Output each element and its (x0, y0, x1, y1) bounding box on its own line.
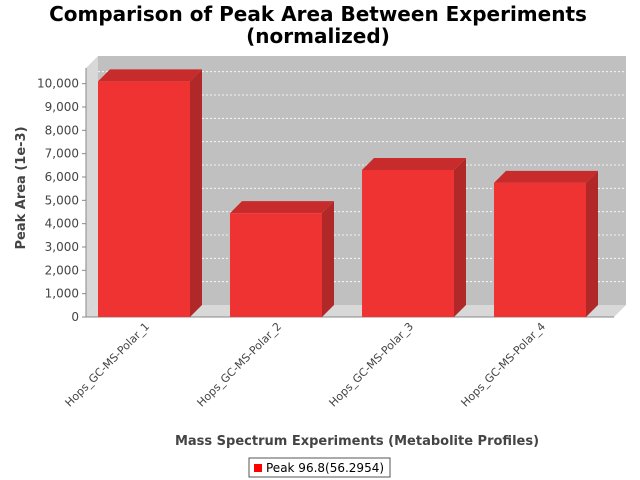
y-tick-label: 0 (71, 310, 79, 324)
y-axis-ticks: 0 1,000 2,000 3,000 4,000 5,000 6,000 7,000 8,00… (37, 77, 86, 324)
x-axis-tick-labels: Hops_GC-MS-Polar_1 Hops_GC-MS-Polar_2 Hops… (63, 320, 549, 410)
bar-side (454, 158, 466, 317)
y-tick-label: 6,000 (45, 170, 79, 184)
bar-top (230, 201, 334, 214)
bar-side (190, 69, 202, 317)
bar (98, 81, 190, 317)
y-axis-label: Peak Area (1e-3) (14, 126, 29, 249)
y-tick-label: 1,000 (45, 287, 79, 301)
bars (98, 69, 598, 317)
bar-side (322, 201, 334, 317)
bar (230, 213, 322, 317)
bar (494, 182, 586, 317)
bar (362, 170, 454, 317)
x-tick-label: Hops_GC-MS-Polar_2 (195, 320, 285, 410)
y-tick-label: 10,000 (37, 77, 79, 91)
plot-floor (86, 305, 626, 317)
bar-top (494, 170, 598, 183)
x-axis-label: Mass Spectrum Experiments (Metabolite Pr… (175, 434, 539, 449)
legend: Peak 96.8(56.2954) (248, 457, 391, 478)
legend-label: Peak 96.8(56.2954) (266, 461, 384, 475)
bar-top (362, 158, 466, 170)
legend-swatch (254, 464, 262, 472)
chart-title-line1: Comparison of Peak Area Between Experime… (49, 2, 587, 26)
y-tick-label: 8,000 (45, 123, 79, 137)
y-tick-label: 7,000 (45, 147, 79, 161)
x-tick-label: Hops_GC-MS-Polar_3 (327, 320, 417, 410)
bar-top (98, 69, 202, 82)
bar-side (586, 170, 598, 317)
y-tick-label: 9,000 (45, 100, 79, 114)
y-tick-label: 2,000 (45, 263, 79, 277)
y-tick-label: 3,000 (45, 240, 79, 254)
y-tick-label: 5,000 (45, 193, 79, 207)
legend-box (248, 457, 391, 478)
x-tick-label: Hops_GC-MS-Polar_1 (63, 320, 153, 410)
plot-left-wall (86, 56, 98, 317)
y-tick-label: 4,000 (45, 217, 79, 231)
chart-title-line2: (normalized) (246, 24, 390, 48)
x-tick-label: Hops_GC-MS-Polar_4 (459, 320, 549, 410)
